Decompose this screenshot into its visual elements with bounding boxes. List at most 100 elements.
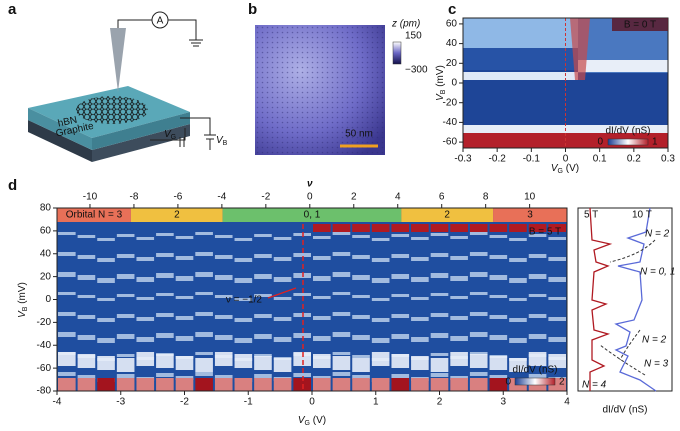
level-stripe — [469, 354, 488, 368]
orbital-band-label: 2 — [444, 210, 450, 221]
y-tick-label: 60 — [446, 19, 458, 30]
level-stripe — [489, 356, 508, 370]
x-tick-label: -2 — [180, 397, 189, 408]
level-stripe — [156, 333, 174, 338]
level-label: N = 3 — [644, 359, 669, 370]
colorbar-min: −300 — [405, 65, 428, 76]
level-stripe — [116, 234, 135, 237]
level-stripe — [332, 252, 351, 256]
level-stripe — [234, 258, 253, 262]
x-tick-label: 2 — [437, 397, 443, 408]
level-stripe — [430, 253, 449, 257]
level-label: N = 2 — [642, 335, 667, 346]
level-stripe — [469, 352, 488, 355]
level-stripe — [352, 255, 370, 259]
level-stripe — [430, 273, 449, 278]
x-tick-label: 0.3 — [661, 154, 675, 165]
level-stripe — [293, 313, 311, 317]
x-tick-label: 0.2 — [627, 154, 641, 165]
level-stripe — [77, 335, 96, 340]
level-stripe — [195, 372, 213, 376]
level-stripe — [548, 257, 566, 261]
field-box — [612, 18, 668, 31]
device-illustration — [28, 11, 216, 162]
level-stripe — [411, 237, 429, 240]
level-stripe — [195, 352, 213, 355]
level-stripe — [469, 312, 488, 316]
panel-label: a — [8, 1, 17, 18]
level-stripe — [254, 356, 272, 370]
subscript: G — [171, 134, 176, 141]
level-stripe — [548, 237, 566, 240]
spectrum-5t — [589, 207, 613, 391]
side-frame — [577, 207, 673, 392]
top-tick-label: -6 — [173, 192, 182, 203]
scale-bar-label: 50 nm — [345, 129, 373, 140]
level-stripe — [391, 334, 410, 339]
level-stripe — [332, 372, 351, 376]
level-stripe — [214, 315, 233, 319]
x-tick-label: -4 — [53, 397, 62, 408]
orbital-band-label: 2 — [174, 210, 180, 221]
level-label: N = 4 — [582, 380, 607, 391]
level-stripe — [489, 335, 508, 340]
top-tick-label: 0 — [307, 192, 313, 203]
level-stripe — [156, 293, 174, 296]
level-stripe — [528, 234, 547, 237]
level-stripe — [430, 293, 449, 296]
level-stripe — [411, 378, 429, 391]
symbol: V — [164, 129, 172, 140]
level-stripe — [254, 334, 272, 339]
level-stripe — [469, 332, 488, 337]
level-stripe — [234, 338, 253, 343]
top-tick-label: 4 — [395, 192, 401, 203]
level-stripe — [293, 273, 311, 278]
level-stripe — [97, 238, 115, 241]
level-stripe — [214, 255, 233, 259]
symbol: V — [17, 310, 28, 318]
y-tick-label: -60 — [443, 137, 458, 148]
heatmap — [463, 18, 668, 148]
level-stripe — [234, 318, 253, 322]
level-stripe — [195, 232, 213, 235]
unit: (V) — [563, 163, 579, 174]
level-stripe — [254, 314, 272, 318]
top-tick-label: -4 — [217, 192, 226, 203]
level-stripe — [58, 332, 76, 337]
colorbar-max: 1 — [652, 137, 658, 148]
level-stripe — [469, 292, 488, 295]
level-stripe — [391, 378, 410, 391]
level-stripe — [254, 274, 272, 279]
level-stripe — [156, 378, 174, 391]
orbital-band-label: Orbital N = 3 — [66, 210, 123, 221]
level-stripe — [136, 317, 155, 321]
level-stripe — [489, 255, 508, 259]
heatmap-region — [578, 60, 668, 72]
level-stripe — [352, 375, 370, 379]
level-stripe — [332, 224, 351, 232]
level-stripe — [293, 293, 311, 296]
unit: (mV) — [17, 282, 28, 306]
level-stripe — [332, 332, 351, 337]
level-stripe — [293, 233, 311, 236]
x-tick-label: 3 — [500, 397, 506, 408]
level-stripe — [371, 258, 390, 262]
level-stripe — [332, 312, 351, 316]
bias-voltage: VB — [216, 135, 228, 147]
symbol: V — [216, 135, 224, 146]
y-tick-label: -40 — [37, 340, 52, 351]
level-stripe — [97, 356, 115, 370]
colorbar — [607, 138, 649, 146]
y-tick-label: 20 — [40, 271, 52, 282]
level-stripe — [136, 237, 155, 240]
level-stripe — [469, 232, 488, 235]
level-stripe — [352, 275, 370, 280]
level-stripe — [430, 353, 449, 356]
unit: (V) — [310, 415, 326, 426]
panel-label: c — [448, 1, 456, 18]
level-stripe — [391, 234, 410, 237]
colorbar-min: 0 — [505, 377, 511, 388]
level-stripe — [77, 315, 96, 319]
level-stripe — [450, 256, 468, 260]
level-stripe — [528, 314, 547, 318]
